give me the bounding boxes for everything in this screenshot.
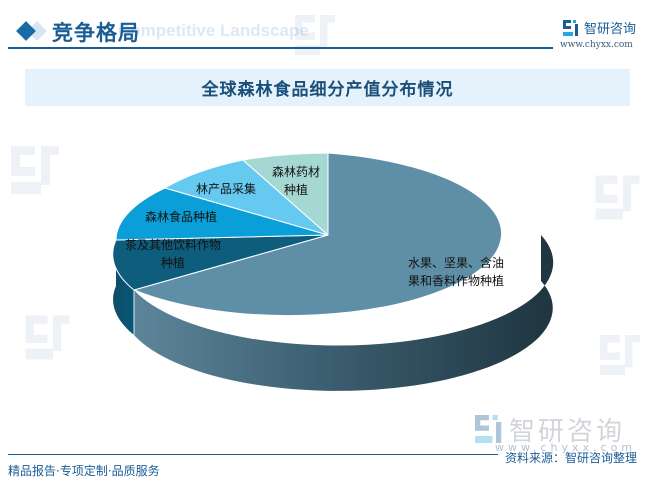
footer-brand-name: 智研咨询 bbox=[509, 416, 626, 447]
footer-tagline: 精品报告·专项定制·品质服务 bbox=[8, 464, 160, 478]
brand-logo-icon bbox=[563, 20, 578, 36]
slice-forest-food bbox=[115, 187, 329, 241]
label-forest-food: 森林食品种植 bbox=[145, 208, 217, 226]
slice-tea-beverage bbox=[112, 234, 329, 291]
slice-fruit-nuts-spices bbox=[133, 152, 503, 317]
label-forest-gathering: 林产品采集 bbox=[196, 180, 256, 198]
header: Competitive Landscape 竞争格局 智研咨询 www.chyx… bbox=[0, 0, 661, 60]
pie-side-walls bbox=[112, 235, 554, 391]
footer-brand-watermark: 智研咨询 bbox=[475, 412, 655, 447]
slice-forest-gathering bbox=[164, 159, 329, 236]
pie-top bbox=[112, 152, 503, 317]
data-source: 资料来源：智研咨询整理 bbox=[505, 451, 638, 465]
footer-brand-logo-icon bbox=[475, 415, 502, 443]
label-line: 果和香料作物种植 bbox=[408, 274, 505, 288]
brand-url: www.chyxx.com bbox=[560, 40, 633, 50]
label-line: 森林食品种植 bbox=[145, 210, 218, 224]
label-tea-beverage: 茶及其他饮料作物 种植 bbox=[125, 236, 221, 272]
slice-forest-medicinal bbox=[242, 152, 329, 236]
chart-title-bar: 全球森林食品细分产值分布情况 bbox=[25, 69, 630, 106]
footer-divider bbox=[8, 454, 498, 455]
label-fruit-nuts-spices: 水果、坚果、含油 果和香料作物种植 bbox=[408, 254, 504, 290]
label-line: 种植 bbox=[284, 183, 309, 197]
chart-title: 全球森林食品细分产值分布情况 bbox=[201, 80, 454, 100]
label-line: 森林药材 bbox=[272, 165, 321, 179]
label-line: 水果、坚果、含油 bbox=[408, 256, 505, 270]
brand-name: 智研咨询 bbox=[584, 22, 637, 37]
label-line: 茶及其他饮料作物 bbox=[125, 238, 222, 252]
header-divider bbox=[8, 47, 553, 49]
section-title: 竞争格局 bbox=[52, 20, 140, 45]
label-line: 种植 bbox=[161, 256, 186, 270]
label-forest-medicinal: 森林药材 种植 bbox=[272, 163, 320, 199]
label-line: 林产品采集 bbox=[196, 182, 257, 196]
